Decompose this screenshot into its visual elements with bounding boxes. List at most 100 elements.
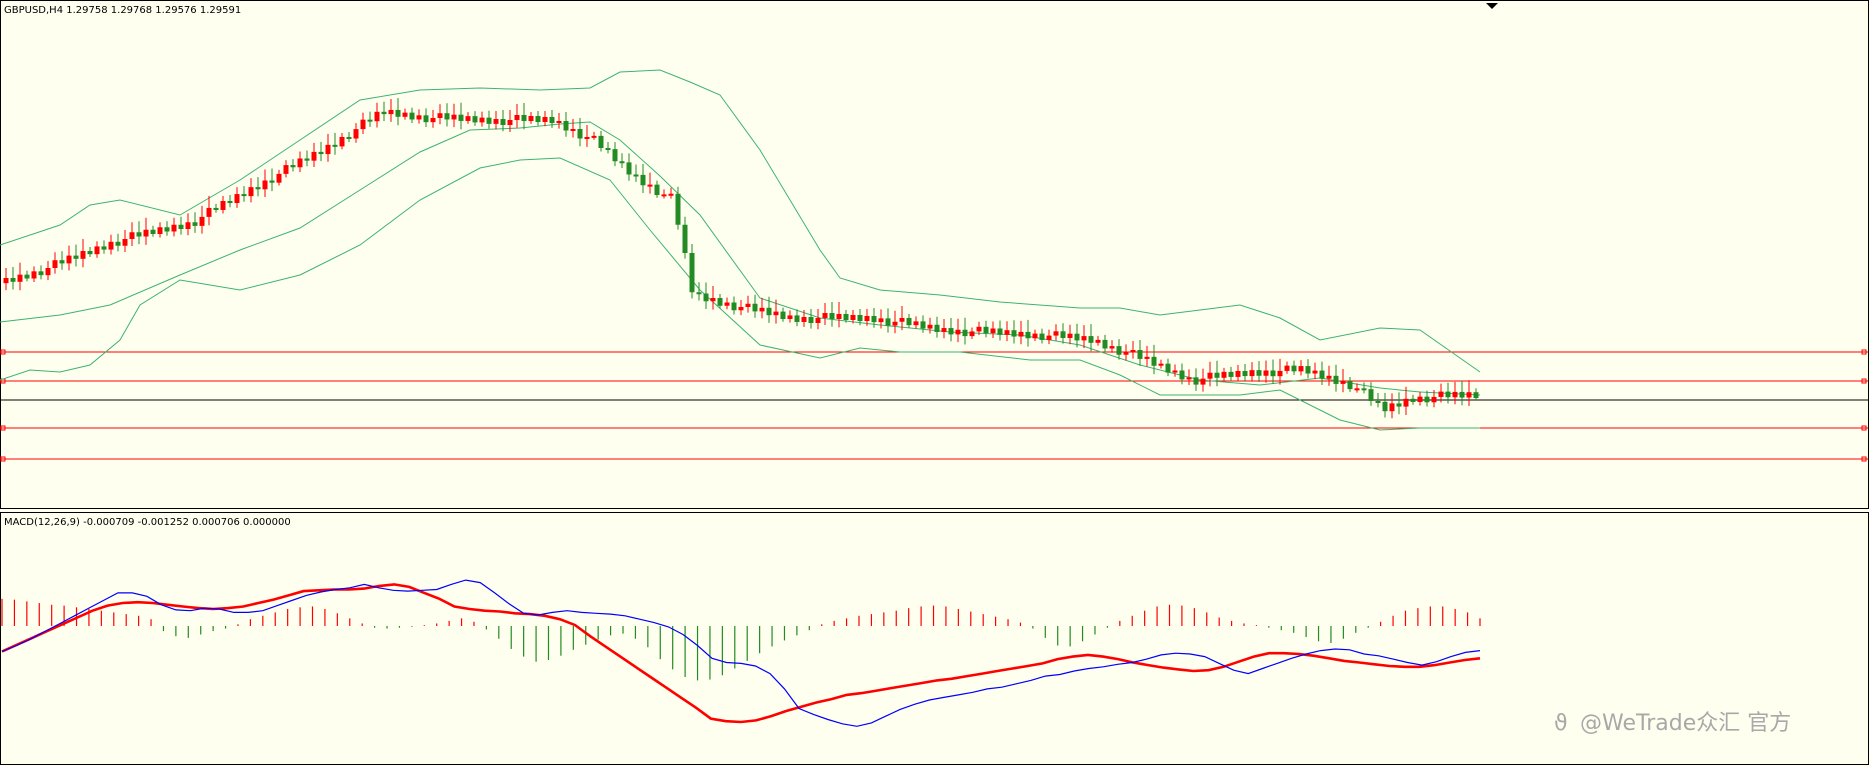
candle-body: [514, 115, 520, 120]
candle-body: [801, 317, 807, 322]
candle-body: [1025, 331, 1031, 339]
candle-body: [731, 302, 737, 311]
candle-body: [1319, 370, 1325, 379]
candle-body: [703, 293, 709, 302]
candle-body: [122, 239, 128, 246]
macd-panel[interactable]: MACD(12,26,9) -0.000709 -0.001252 0.0007…: [0, 512, 1869, 765]
price-panel[interactable]: GBPUSD,H4 1.29758 1.29768 1.29576 1.2959…: [0, 0, 1869, 509]
candle-body: [1277, 370, 1283, 377]
candle-body: [31, 271, 37, 279]
candle-body: [1074, 333, 1080, 341]
candle-body: [1361, 388, 1367, 391]
candle-body: [899, 317, 905, 322]
candle-body: [283, 165, 289, 174]
candle-body: [549, 117, 555, 123]
candle-body: [1207, 372, 1213, 379]
candle-body: [906, 317, 912, 326]
candle-body: [66, 255, 72, 264]
candle-body: [1473, 392, 1479, 398]
candle-body: [570, 129, 576, 131]
candle-body: [815, 318, 821, 323]
candle-body: [1333, 375, 1339, 384]
candle-body: [367, 119, 373, 122]
candle-body: [1018, 331, 1024, 337]
candle-body: [1046, 335, 1052, 340]
candle-body: [437, 113, 443, 118]
candle-body: [689, 253, 695, 293]
candle-body: [241, 194, 247, 197]
candle-body: [171, 224, 177, 232]
candle-body: [52, 260, 58, 268]
candle-body: [17, 274, 23, 282]
candle-body: [59, 260, 65, 264]
candle-body: [542, 117, 548, 122]
level-handle-left: [0, 456, 6, 462]
candle-body: [199, 216, 205, 226]
candle-body: [493, 119, 499, 124]
candle-body: [661, 194, 667, 197]
candle-body: [1228, 371, 1234, 377]
candle-body: [675, 193, 681, 225]
candle-body: [24, 274, 30, 279]
candle-body: [969, 331, 975, 337]
candle-body: [1298, 366, 1304, 372]
candle-body: [780, 311, 786, 319]
candle-body: [507, 120, 513, 125]
candle-body: [682, 224, 688, 253]
candle-body: [115, 241, 121, 246]
candle-body: [766, 307, 772, 316]
candle-body: [1347, 381, 1353, 390]
candle-body: [584, 137, 590, 139]
candle-body: [360, 119, 366, 130]
candle-body: [164, 227, 170, 232]
candle-body: [1088, 336, 1094, 343]
candle-body: [717, 298, 723, 306]
candle-body: [1032, 333, 1038, 339]
candle-body: [1137, 350, 1143, 359]
candle-body: [1200, 378, 1206, 385]
candle-body: [1340, 381, 1346, 384]
candle-body: [276, 173, 282, 183]
candle-body: [934, 324, 940, 332]
candle-body: [136, 232, 142, 237]
candle-body: [1445, 391, 1451, 398]
candle-body: [808, 317, 814, 323]
candle-body: [178, 224, 184, 229]
candle-body: [451, 114, 457, 120]
candle-body: [864, 316, 870, 321]
candle-body: [1459, 391, 1465, 398]
macd-panel-title: MACD(12,26,9) -0.000709 -0.001252 0.0007…: [4, 517, 291, 528]
shift-marker-icon[interactable]: [1486, 3, 1498, 9]
candle-body: [948, 328, 954, 335]
candle-body: [1151, 356, 1157, 366]
candle-body: [626, 162, 632, 175]
candle-body: [1109, 346, 1115, 349]
candle-body: [1172, 370, 1178, 373]
candle-body: [1039, 333, 1045, 340]
candle-body: [927, 324, 933, 329]
candle-body: [892, 321, 898, 326]
candle-body: [1116, 346, 1122, 355]
candle-body: [1102, 339, 1108, 349]
horizontal-level-lines[interactable]: [0, 349, 1868, 462]
candle-body: [1417, 396, 1423, 402]
bollinger-lower-band: [0, 157, 1480, 431]
candle-body: [619, 161, 625, 164]
candle-body: [395, 109, 401, 117]
candle-body: [157, 227, 163, 234]
candle-body: [339, 136, 345, 147]
candle-body: [962, 329, 968, 337]
candle-body: [920, 321, 926, 329]
candle-body: [73, 255, 79, 259]
candle-body: [472, 116, 478, 123]
level-handle-left: [0, 349, 6, 355]
candle-body: [374, 111, 380, 122]
candle-body: [1305, 366, 1311, 374]
candle-body: [311, 151, 317, 161]
candle-body: [1263, 370, 1269, 376]
candle-body: [1256, 370, 1262, 376]
candle-body: [185, 222, 191, 229]
